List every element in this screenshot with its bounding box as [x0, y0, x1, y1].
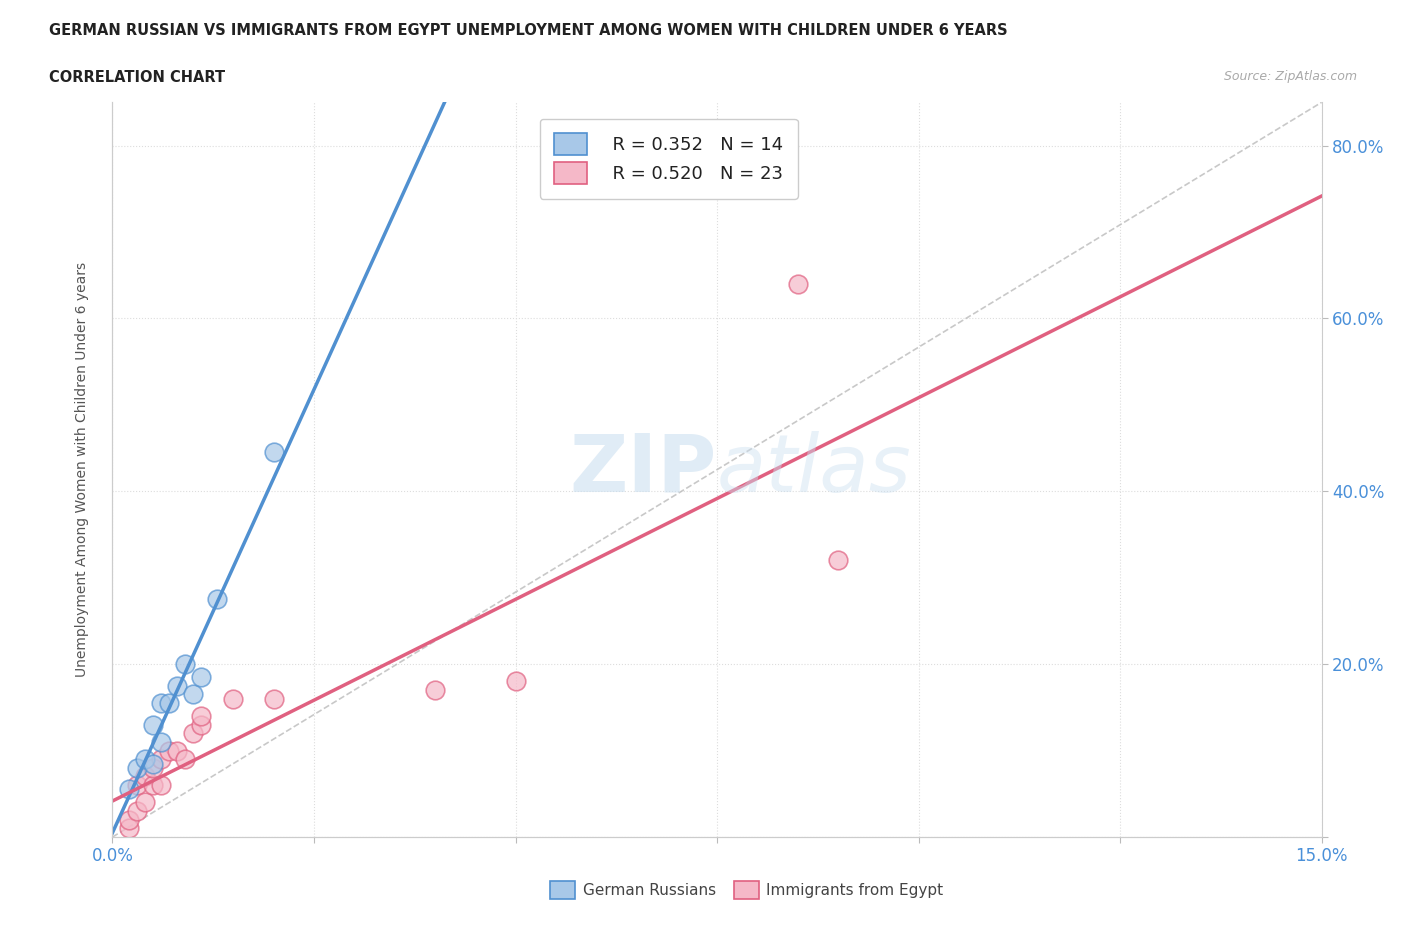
- Point: [157, 743, 180, 758]
- Point: [117, 782, 139, 797]
- Point: [174, 751, 197, 766]
- Point: [786, 276, 808, 291]
- Point: [110, 847, 132, 862]
- Point: [263, 691, 285, 706]
- Point: [142, 777, 165, 792]
- Text: ZIP: ZIP: [569, 431, 717, 509]
- Point: [174, 657, 197, 671]
- Point: [125, 761, 148, 776]
- Legend:   R = 0.352   N = 14,   R = 0.520   N = 23: R = 0.352 N = 14, R = 0.520 N = 23: [540, 119, 797, 199]
- Point: [827, 553, 849, 568]
- Point: [423, 683, 446, 698]
- Point: [166, 743, 188, 758]
- Point: [142, 717, 165, 732]
- Point: [505, 674, 527, 689]
- Point: [157, 696, 180, 711]
- Point: [134, 769, 156, 784]
- Text: atlas: atlas: [717, 431, 912, 509]
- Text: GERMAN RUSSIAN VS IMMIGRANTS FROM EGYPT UNEMPLOYMENT AMONG WOMEN WITH CHILDREN U: GERMAN RUSSIAN VS IMMIGRANTS FROM EGYPT …: [49, 23, 1008, 38]
- Point: [207, 591, 229, 606]
- Point: [117, 812, 139, 827]
- Point: [190, 717, 212, 732]
- Point: [134, 795, 156, 810]
- Text: CORRELATION CHART: CORRELATION CHART: [49, 70, 225, 85]
- Point: [166, 678, 188, 693]
- Text: Immigrants from Egypt: Immigrants from Egypt: [766, 883, 943, 897]
- Point: [181, 687, 204, 702]
- Point: [222, 691, 245, 706]
- Point: [149, 696, 172, 711]
- Point: [181, 725, 204, 740]
- Point: [149, 735, 172, 750]
- Point: [125, 804, 148, 818]
- Point: [190, 670, 212, 684]
- Point: [125, 777, 148, 792]
- Point: [149, 751, 172, 766]
- Point: [142, 756, 165, 771]
- Point: [190, 709, 212, 724]
- Point: [134, 751, 156, 766]
- Point: [117, 821, 139, 836]
- Point: [263, 445, 285, 459]
- Point: [142, 761, 165, 776]
- Y-axis label: Unemployment Among Women with Children Under 6 years: Unemployment Among Women with Children U…: [75, 262, 89, 677]
- Text: Source: ZipAtlas.com: Source: ZipAtlas.com: [1223, 70, 1357, 83]
- Point: [149, 777, 172, 792]
- Text: German Russians: German Russians: [583, 883, 717, 897]
